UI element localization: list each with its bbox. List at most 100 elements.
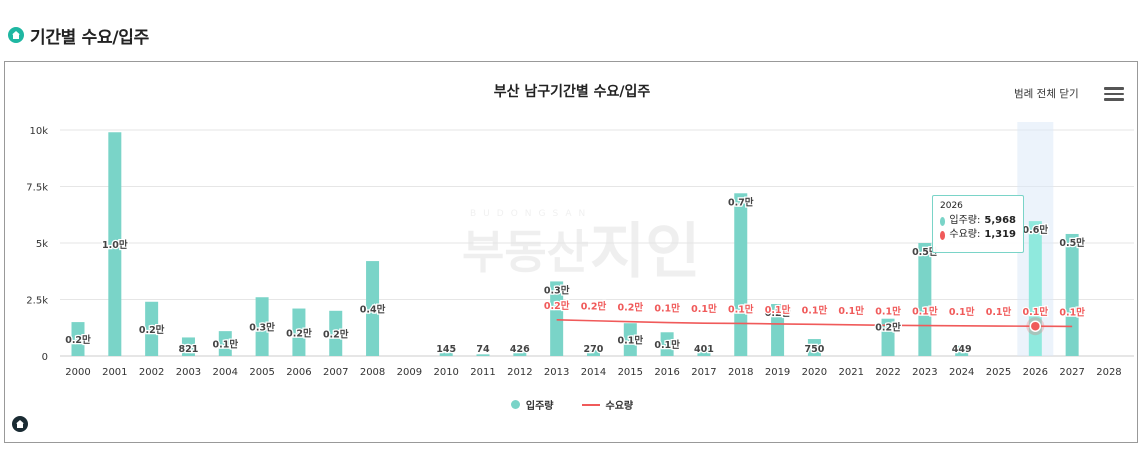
supply-dot-icon [940, 216, 946, 226]
tooltip-demand-value: 1,319 [984, 229, 1016, 240]
supply-data-label: 0.7만 [728, 196, 754, 208]
supply-data-label: 145 [436, 344, 456, 355]
x-tick-label: 2018 [728, 367, 753, 378]
legend: 입주량 수요량 [0, 397, 1144, 412]
section-title: 기간별 수요/입주 [30, 27, 149, 48]
demand-data-label: 0.1만 [1059, 306, 1085, 318]
supply-data-label: 0.2만 [286, 327, 312, 339]
supply-bar [660, 332, 674, 356]
supply-bar [329, 310, 343, 356]
x-tick-label: 2021 [838, 367, 863, 378]
supply-bar [1028, 221, 1042, 356]
demand-data-label: 0.2만 [581, 301, 607, 313]
demand-data-label: 0.1만 [912, 306, 938, 318]
supply-bar [366, 261, 380, 356]
x-tick-label: 2009 [397, 367, 422, 378]
hamburger-menu-icon[interactable] [1104, 84, 1124, 102]
x-tick-label: 2006 [286, 367, 311, 378]
tooltip-supply-value: 5,968 [984, 215, 1016, 226]
x-tick-label: 2017 [691, 367, 716, 378]
supply-bar [807, 339, 821, 356]
legend-item-demand[interactable]: 수요량 [581, 397, 633, 412]
supply-data-label: 0.6만 [1023, 224, 1049, 236]
demand-data-label: 0.1만 [838, 305, 864, 317]
svg-text:BUDONGSAN: BUDONGSAN [470, 209, 592, 219]
demand-dot-icon [940, 230, 946, 240]
demand-data-label: 0.1만 [691, 303, 717, 315]
demand-data-label: 0.1만 [1023, 306, 1049, 318]
supply-bar [439, 352, 453, 356]
demand-data-label: 0.2만 [618, 302, 644, 314]
supply-bar [771, 304, 785, 356]
supply-bar [255, 297, 269, 356]
supply-bar [586, 349, 600, 356]
supply-bar [145, 301, 159, 356]
supply-data-label: 1.0만 [102, 239, 128, 251]
home-icon [8, 27, 24, 43]
x-tick-label: 2023 [912, 367, 937, 378]
x-tick-label: 2000 [65, 367, 90, 378]
x-tick-label: 2010 [433, 367, 458, 378]
supply-data-label: 0.4만 [360, 304, 386, 316]
data-labels: 0.2만 1.0만 0.2만 821 0.1만 0.3만 0.2만 0.2만 0.4만 145 74… [64, 195, 1086, 356]
tooltip-supply-row: 입주량: 5,968 [940, 214, 1016, 228]
x-tick-label: 2019 [765, 367, 790, 378]
x-tick-label: 2004 [213, 367, 238, 378]
supply-bar [881, 318, 895, 356]
brand-home-icon[interactable] [12, 416, 28, 432]
supply-bar [181, 337, 195, 356]
demand-data-label: 0.2만 [544, 300, 570, 312]
supply-data-label: 0.1만 [618, 335, 644, 347]
x-tick-label: 2012 [507, 367, 532, 378]
supply-bar [955, 345, 969, 356]
supply-bar [734, 193, 748, 356]
demand-data-label: 0.1만 [875, 305, 901, 317]
supply-data-label: 0.5만 [1059, 237, 1085, 249]
supply-data-label: 0.1만 [654, 339, 680, 351]
x-tick-label: 2002 [139, 367, 164, 378]
supply-data-label: 0.2만 [65, 334, 91, 346]
supply-data-label: 0.2만 [765, 307, 791, 319]
svg-text:부동산: 부동산 [462, 225, 589, 279]
tooltip-demand-row: 수요량: 1,319 [940, 228, 1016, 242]
x-tick-label: 2020 [802, 367, 827, 378]
supply-bar [71, 322, 85, 356]
x-tick-label: 2001 [102, 367, 127, 378]
demand-data-label: 0.1만 [986, 306, 1012, 318]
legend-label-supply: 입주량 [525, 401, 554, 412]
supply-bar [697, 346, 711, 356]
supply-data-label: 0.2만 [139, 324, 165, 336]
watermark-logo: BUDONGSAN 부동산 지인 [462, 209, 700, 287]
x-axis: 2000 2001 2002 2003 2004 2005 2006 2007 2008 2009… [65, 367, 1121, 378]
y-tick-label: 10k [29, 126, 48, 137]
x-tick-label: 2011 [470, 367, 495, 378]
demand-data-label: 0.1만 [949, 306, 975, 318]
x-tick-label: 2015 [618, 367, 643, 378]
x-tick-label: 2016 [654, 367, 679, 378]
demand-data-label: 0.1만 [765, 304, 791, 316]
x-tick-label: 2026 [1023, 367, 1048, 378]
y-axis: 0 2.5k 5k 7.5k 10k [26, 126, 48, 363]
tooltip-supply-label: 입주량: [949, 215, 981, 226]
x-tick-label: 2005 [249, 367, 274, 378]
tooltip: 2026 입주량: 5,968 수요량: 1,319 [932, 195, 1024, 253]
tooltip-demand-label: 수요량: [949, 229, 981, 240]
legend-toggle-button[interactable]: 범례 전체 닫기 [1014, 87, 1079, 100]
supply-data-label: 270 [584, 344, 604, 355]
supply-bar [550, 281, 564, 356]
supply-data-label: 0.2만 [323, 328, 349, 340]
x-tick-label: 2025 [986, 367, 1011, 378]
supply-bar [918, 243, 932, 356]
demand-line [556, 317, 1073, 336]
supply-data-label: 0.3만 [544, 284, 570, 296]
demand-data-label: 0.1만 [802, 304, 828, 316]
tooltip-year: 2026 [940, 201, 963, 211]
supply-bar [623, 323, 637, 356]
supply-data-label: 750 [804, 344, 824, 355]
supply-bar [218, 331, 232, 356]
legend-item-supply[interactable]: 입주량 [510, 397, 554, 412]
svg-text:지인: 지인 [590, 217, 700, 287]
x-tick-label: 2003 [176, 367, 201, 378]
supply-data-label: 74 [476, 344, 490, 355]
y-tick-label: 2.5k [26, 296, 48, 307]
